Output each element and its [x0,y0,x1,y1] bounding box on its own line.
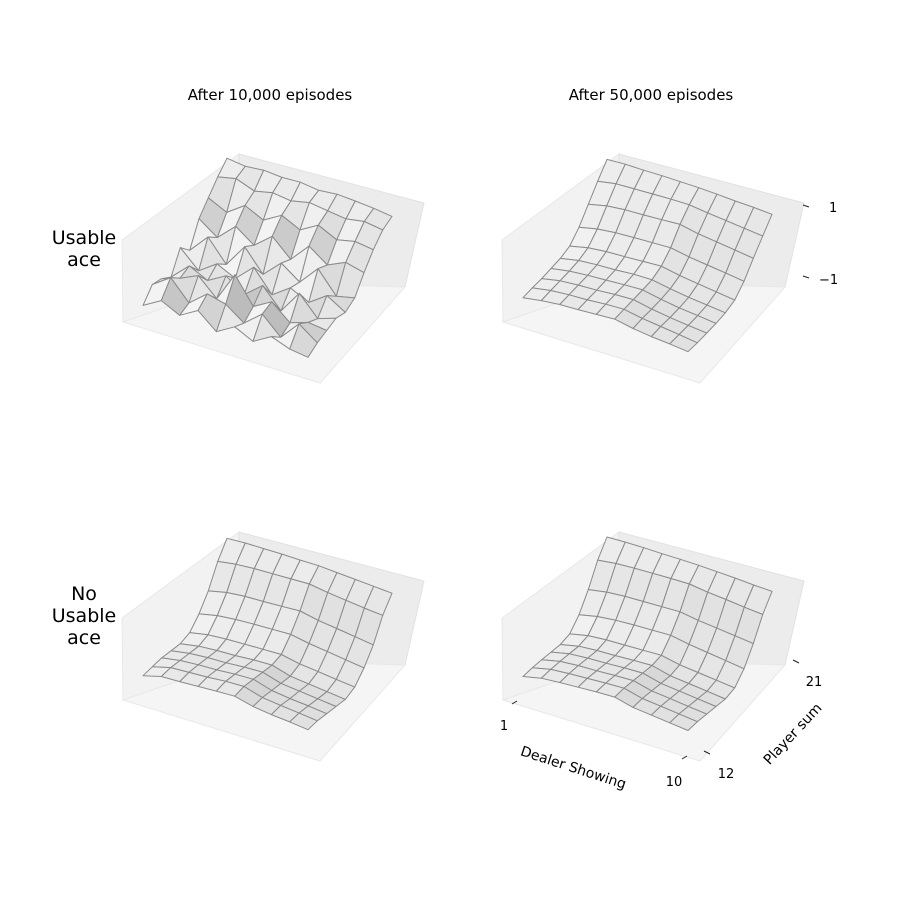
column-title-50000: After 50,000 episodes [569,86,734,104]
row-label-no-usable-ace-line-1: No [71,583,97,605]
x-tick-label-1: 1 [500,719,508,734]
z-tick-label-minus-1: −1 [819,273,838,288]
y-tick-mark-12 [703,750,711,755]
surface-cell-d9-p12 [289,323,318,358]
column-title-10000: After 10,000 episodes [188,86,353,104]
surface-cell-d9-p12 [669,334,698,353]
row-label-no-usable-ace: No Usable ace [52,583,116,649]
surface-pane-r1-c1 [501,531,805,762]
row-label-usable-ace-line-1: Usable [52,227,116,249]
y-tick-mark-21 [792,659,800,664]
x-axis-label: Dealer Showing [518,744,628,793]
x-tick-mark-1 [511,700,518,705]
z-tick-mark-minus-1 [802,275,810,279]
x-tick-mark-10 [681,755,688,760]
z-tick-mark-1 [802,204,810,208]
row-label-no-usable-ace-line-3: ace [67,627,101,649]
row-label-usable-ace: Usable ace [52,227,116,271]
row-label-no-usable-ace-line-2: Usable [52,605,116,627]
row-label-usable-ace-line-2: ace [67,249,101,271]
surface-pane-r0-c0 [121,153,425,384]
x-tick-label-10: 10 [666,775,683,790]
surface-pane-r0-c1 [501,153,805,384]
z-axis: 1 −1 [802,201,838,288]
y-axis-label: Player sum [761,700,826,768]
y-tick-label-12: 12 [718,767,735,782]
surface-cell-d9-p12 [669,713,698,731]
surface-cell-d9-p12 [289,712,318,731]
y-tick-label-21: 21 [806,675,823,690]
surface-panes [121,153,805,762]
surface-pane-r1-c0 [121,531,425,762]
z-tick-label-1: 1 [829,201,837,216]
